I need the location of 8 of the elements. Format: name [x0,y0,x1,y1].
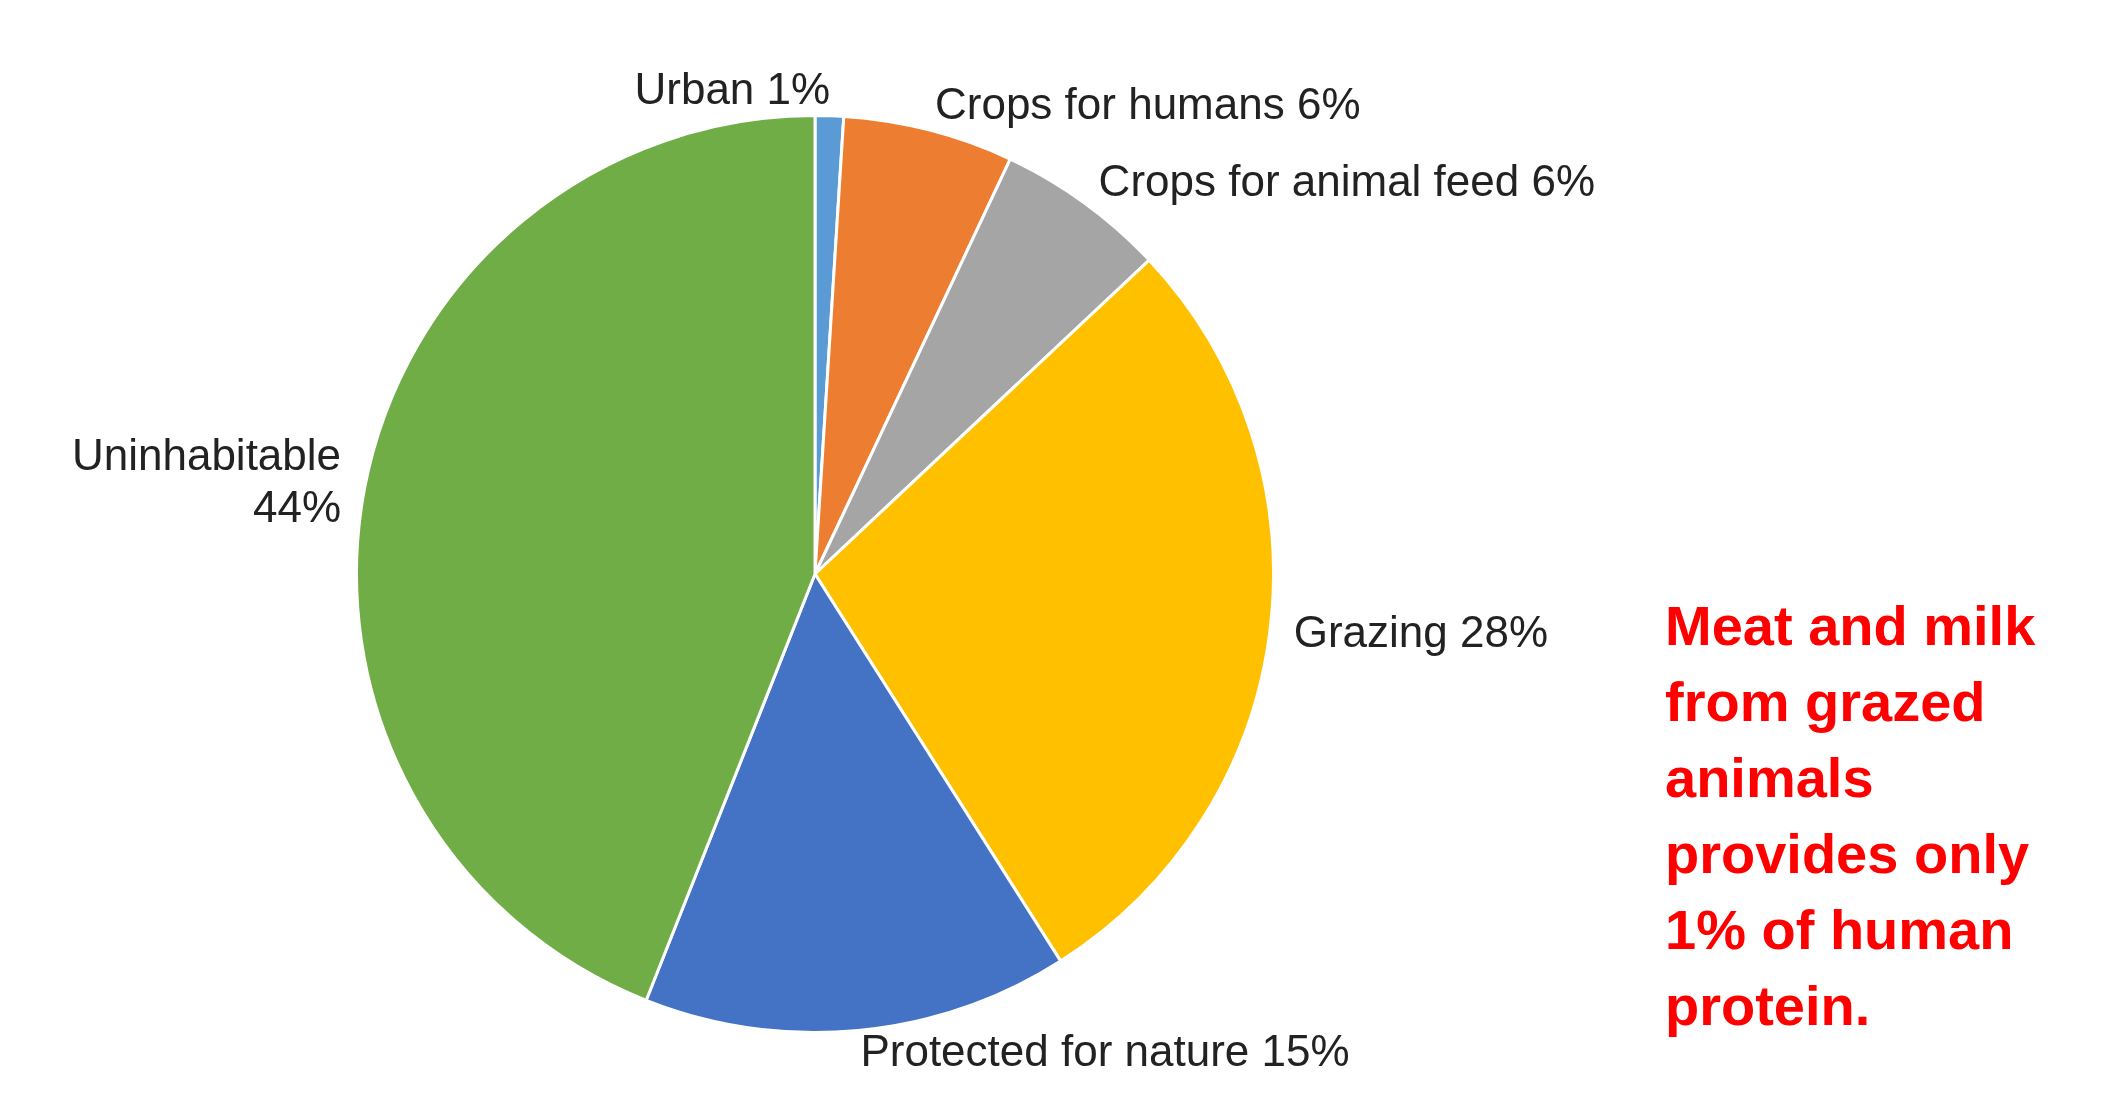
slice-label: Uninhabitable [71,429,342,479]
slice-label: Crops for humans 6% [934,78,1361,128]
slice-label: Grazing 28% [1293,606,1549,656]
slice-label: Crops for animal feed 6% [1098,155,1596,205]
data-label: 44% [252,481,342,531]
slice-label: Protected for nature 15% [860,1026,1350,1076]
slice-label: Urban 1% [634,63,831,113]
text: Meat and milk from grazed animals provides only 1% of human protein. [1665,594,2037,1037]
